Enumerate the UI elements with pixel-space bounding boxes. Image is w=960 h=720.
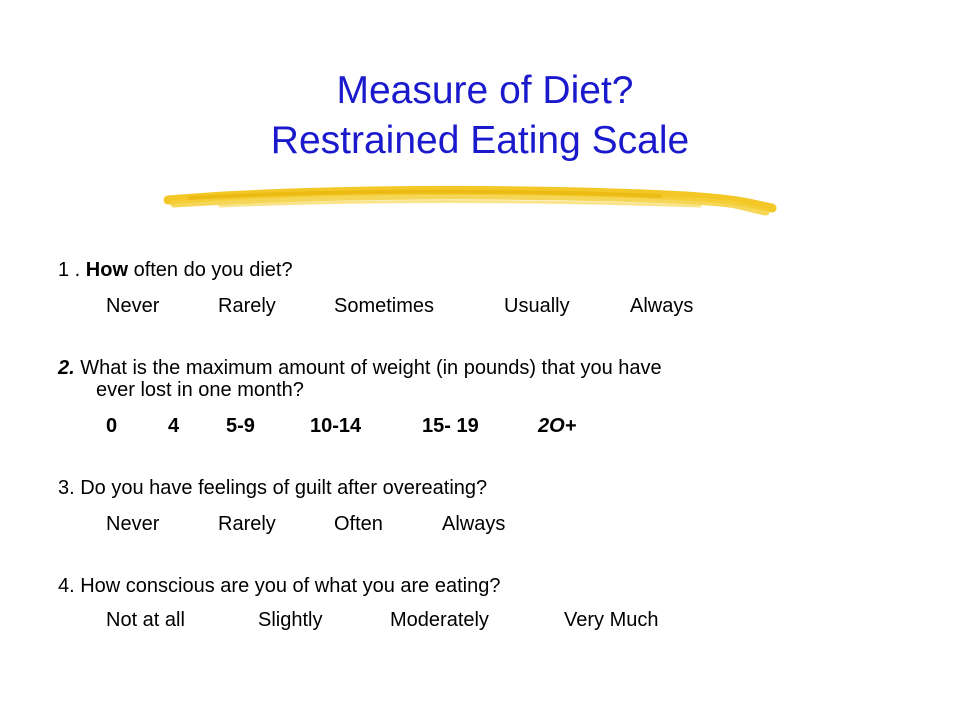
q2-option-10-14: 10-14 (310, 415, 362, 437)
q1-option-always: Always (630, 295, 694, 317)
q4-option-slightly: Slightly (258, 609, 323, 631)
question-3: 3. Do you have feelings of guilt after o… (58, 477, 488, 499)
q4-option-very-much: Very Much (564, 609, 659, 631)
question-4: 4. How conscious are you of what you are… (58, 575, 501, 597)
q3-option-often: Often (334, 513, 383, 535)
q1-option-rarely: Rarely (218, 295, 276, 317)
title-line-2: Restrained Eating Scale (270, 119, 690, 162)
q3-option-rarely: Rarely (218, 513, 276, 535)
question-2: 2. What is the maximum amount of weight … (58, 354, 662, 382)
question-1: 1 . How often do you diet? (58, 256, 293, 284)
q2-option-15-19: 15- 19 (422, 415, 479, 437)
q1-option-never: Never (106, 295, 160, 317)
q1-option-usually: Usually (504, 295, 570, 317)
q2-option-5-9: 5-9 (226, 415, 255, 437)
question-2-number: 2. (58, 357, 75, 379)
slide-title: Measure of Diet? Restrained Eating Scale (0, 66, 960, 166)
q1-option-sometimes: Sometimes (334, 295, 435, 317)
title-line-1: Measure of Diet? (336, 69, 634, 112)
q2-option-20-plus: 2O+ (538, 415, 577, 437)
title-underline-brushstroke (163, 185, 777, 216)
q2-option-4: 4 (168, 415, 180, 437)
q3-option-always: Always (442, 513, 506, 535)
q2-option-0: 0 (106, 415, 118, 437)
question-1-text: often do you diet? (128, 259, 293, 281)
q4-option-moderately: Moderately (390, 609, 489, 631)
q4-option-not-at-all: Not at all (106, 609, 185, 631)
question-1-emphasis: How (85, 259, 129, 281)
question-1-number: 1 . (58, 259, 86, 281)
question-2-text: What is the maximum amount of weight (in… (74, 357, 662, 379)
question-2-continuation: ever lost in one month? (96, 379, 304, 401)
q3-option-never: Never (106, 513, 160, 535)
